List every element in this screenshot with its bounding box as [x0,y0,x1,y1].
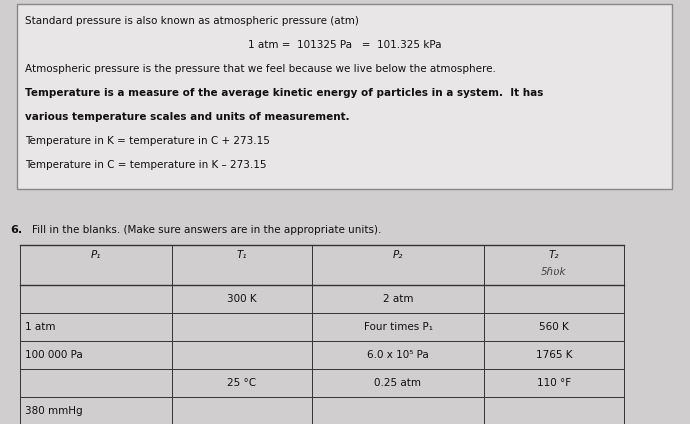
Text: T₂: T₂ [549,250,560,260]
Text: 5ɦʋk: 5ɦʋk [541,267,566,277]
Text: T₁: T₁ [237,250,247,260]
Text: Four times P₁: Four times P₁ [364,322,433,332]
Text: 300 K: 300 K [227,294,257,304]
Text: 380 mmHg: 380 mmHg [25,406,83,416]
Text: P₂: P₂ [393,250,403,260]
Text: Fill in the blanks. (Make sure answers are in the appropriate units).: Fill in the blanks. (Make sure answers a… [32,225,382,235]
Bar [17,4,672,189]
Text: 1 atm: 1 atm [25,322,55,332]
Text: 100 000 Pa: 100 000 Pa [25,350,83,360]
Text: 1765 K: 1765 K [535,350,572,360]
Text: Standard pressure is also known as atmospheric pressure (atm): Standard pressure is also known as atmos… [25,16,359,26]
Text: 1 atm =  101325 Pa   =  101.325 kPa: 1 atm = 101325 Pa = 101.325 kPa [248,40,441,50]
Text: 560 K: 560 K [539,322,569,332]
Text: 110 °F: 110 °F [537,378,571,388]
Text: 6.0 x 10⁵ Pa: 6.0 x 10⁵ Pa [367,350,429,360]
Text: 25 °C: 25 °C [228,378,257,388]
Text: 0.25 atm: 0.25 atm [375,378,422,388]
Text: Atmospheric pressure is the pressure that we feel because we live below the atmo: Atmospheric pressure is the pressure tha… [25,64,496,74]
Text: various temperature scales and units of measurement.: various temperature scales and units of … [25,112,350,122]
Text: P₁: P₁ [91,250,101,260]
Text: Temperature is a measure of the average kinetic energy of particles in a system.: Temperature is a measure of the average … [25,88,544,98]
Text: 6.: 6. [10,225,22,235]
Text: 2 atm: 2 atm [383,294,413,304]
Text: Temperature in C = temperature in K – 273.15: Temperature in C = temperature in K – 27… [25,160,266,170]
Text: Temperature in K = temperature in C + 273.15: Temperature in K = temperature in C + 27… [25,136,270,146]
